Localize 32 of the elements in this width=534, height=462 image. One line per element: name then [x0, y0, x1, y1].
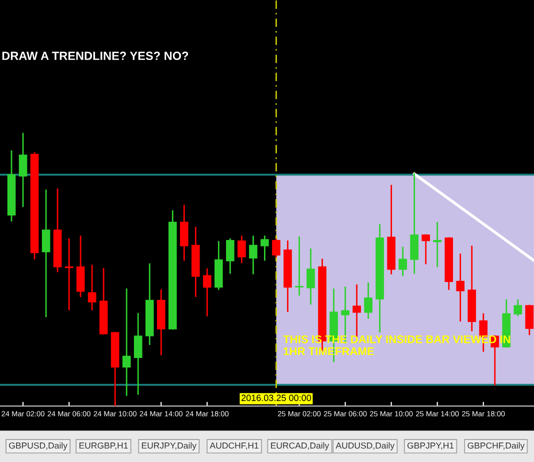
text: EURGBP,H1: [79, 442, 128, 450]
candlestick: [364, 282, 372, 319]
candlestick: [456, 254, 465, 322]
candlestick: [422, 234, 430, 264]
candlestick: [18, 132, 28, 208]
candlestick: [398, 246, 407, 276]
candlestick: [202, 268, 212, 316]
text: EURCAD,Daily: [271, 442, 330, 450]
candlestick: [180, 204, 188, 261]
candlestick: [514, 299, 522, 316]
candlestick: [525, 304, 534, 336]
candlestick: [226, 238, 234, 274]
ref-line-label: 2016.03.25 00:00: [242, 394, 311, 402]
candlestick: [249, 236, 258, 274]
candlestick: [88, 264, 96, 310]
candlestick: [433, 222, 442, 267]
text: GBPJPY,H1: [407, 442, 454, 450]
candlestick: [64, 238, 74, 310]
candlestick: [134, 313, 142, 395]
candlestick: [306, 248, 315, 305]
text: AUDUSD,Daily: [336, 442, 395, 450]
candlestick: [238, 236, 246, 264]
text: GBPCHF,Daily: [468, 442, 525, 450]
candlestick: [272, 238, 280, 258]
text: EURJPY,Daily: [142, 442, 196, 450]
chart-title: DRAW A TRENDLINE? YES? NO?: [2, 52, 188, 60]
candlestick: [42, 190, 50, 318]
text: AUDCHF,H1: [210, 442, 258, 450]
candlestick: [295, 236, 304, 296]
candlestick: [122, 288, 131, 396]
candlestick: [260, 236, 269, 261]
text: GBPUSD,Daily: [9, 442, 68, 450]
